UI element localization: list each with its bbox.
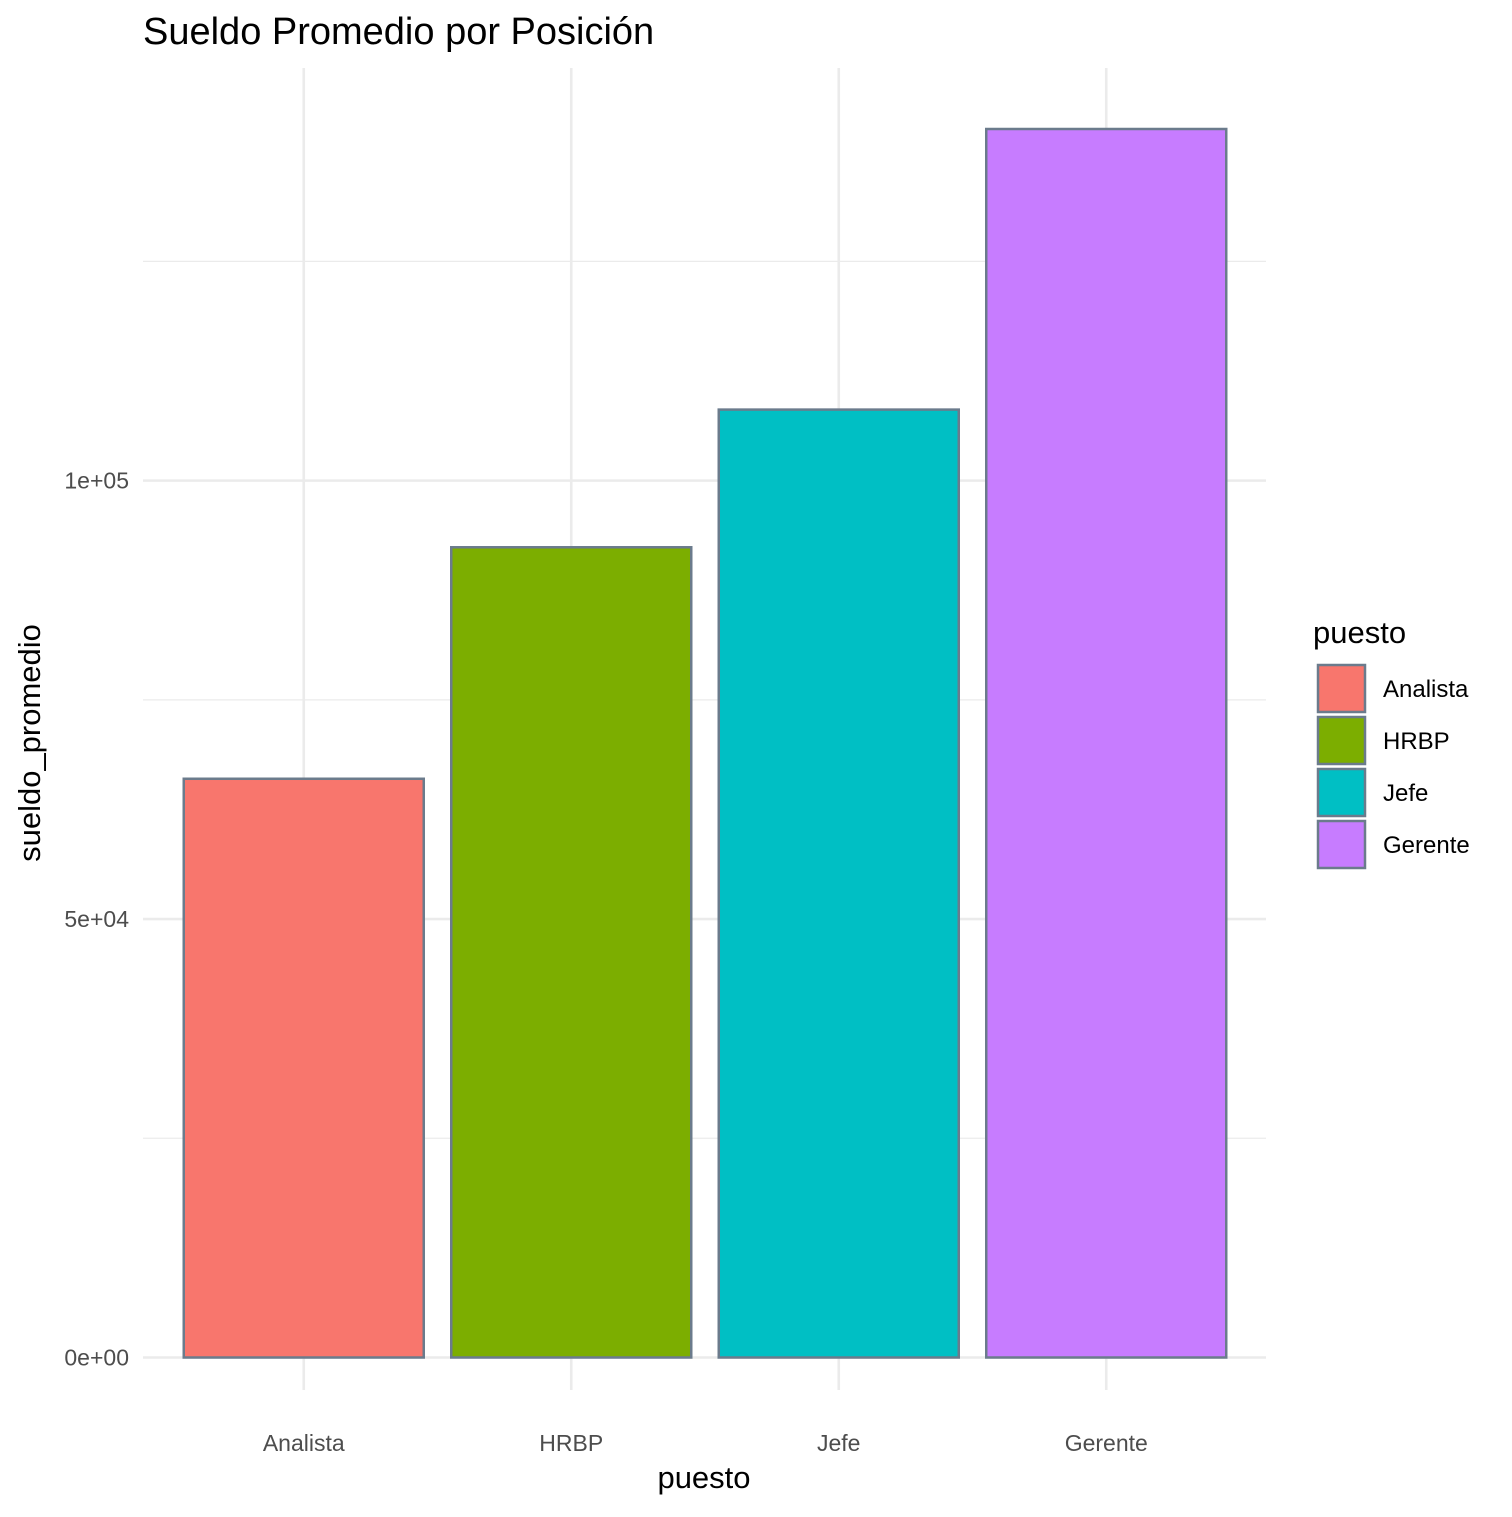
x-tick-label: Gerente xyxy=(1065,1430,1148,1456)
legend-label-gerente: Gerente xyxy=(1383,832,1470,859)
y-tick-label: 5e+04 xyxy=(64,906,129,932)
bar-hrbp xyxy=(450,546,693,1359)
legend-key-analista xyxy=(1316,663,1367,714)
legend-title: puesto xyxy=(1313,615,1406,650)
legend-label-analista: Analista xyxy=(1383,676,1469,703)
legend-label-jefe: Jefe xyxy=(1383,780,1428,807)
x-axis-title: puesto xyxy=(657,1460,750,1495)
y-tick-label: 0e+00 xyxy=(64,1345,129,1371)
legend: puesto Analista HRBP Jefe Gerente xyxy=(1313,615,1470,870)
x-tick-label: Analista xyxy=(263,1430,345,1456)
bars-layer xyxy=(182,127,1228,1359)
x-tick-label: Jefe xyxy=(817,1430,860,1456)
y-axis-title: sueldo_promedio xyxy=(12,624,47,862)
legend-key-jefe xyxy=(1316,767,1367,818)
legend-label-hrbp: HRBP xyxy=(1383,728,1450,755)
legend-key-gerente xyxy=(1316,819,1367,870)
legend-items: Analista HRBP Jefe Gerente xyxy=(1316,663,1470,870)
y-axis-tick-labels: 0e+00 5e+04 1e+05 xyxy=(64,468,129,1371)
bar-analista xyxy=(182,777,425,1359)
x-axis-tick-labels: Analista HRBP Jefe Gerente xyxy=(263,1430,1148,1456)
chart-title: Sueldo Promedio por Posición xyxy=(143,11,654,53)
bar-gerente xyxy=(985,127,1228,1359)
bar-jefe xyxy=(717,408,960,1359)
legend-key-hrbp xyxy=(1316,715,1367,766)
y-tick-label: 1e+05 xyxy=(64,468,129,494)
x-tick-label: HRBP xyxy=(539,1430,603,1456)
